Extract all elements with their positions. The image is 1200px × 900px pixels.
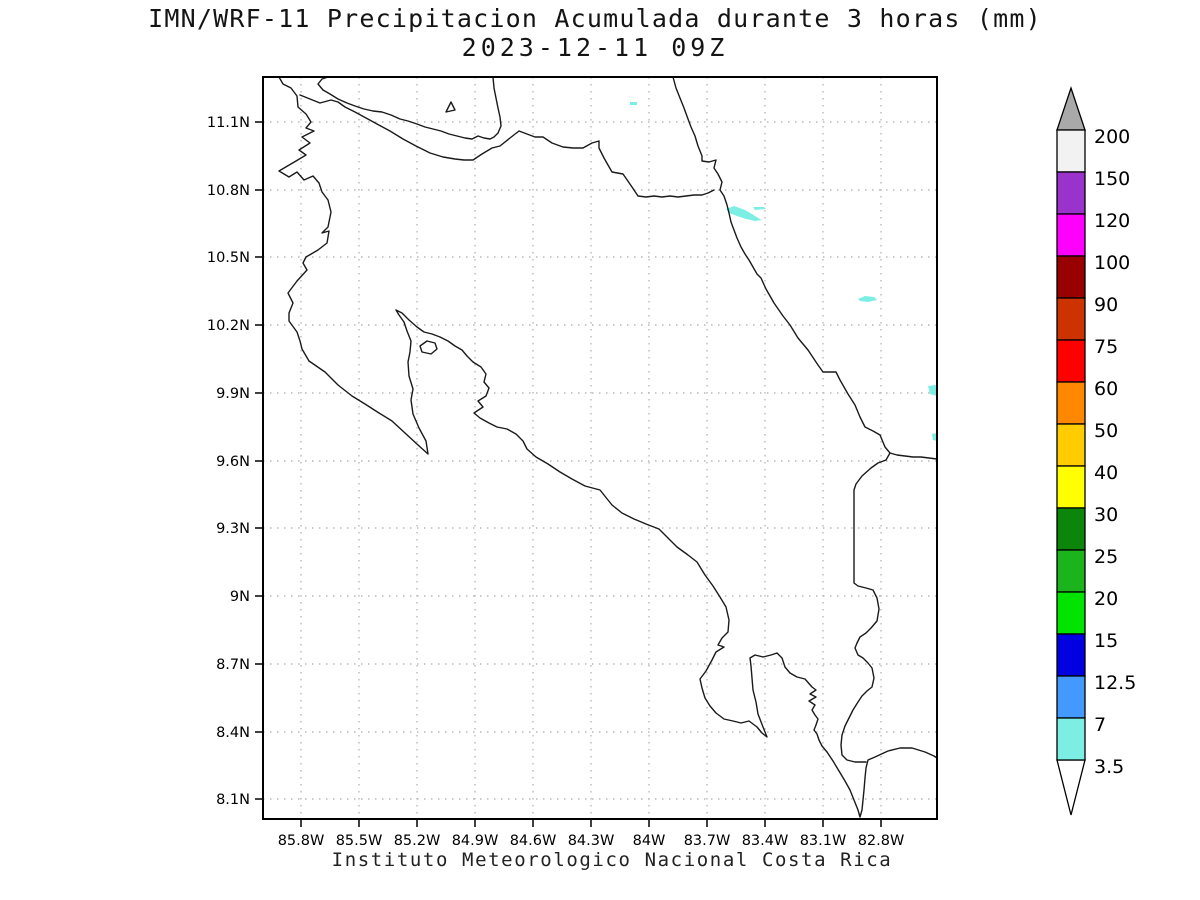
coastline-path [278, 76, 938, 818]
lat-tick-label: 9N [230, 589, 250, 605]
colorbar-label: 7 [1094, 714, 1106, 736]
lat-tick-label: 9.3N [216, 521, 250, 537]
lon-tick-label: 84.3W [568, 833, 615, 849]
coastlines-borders [278, 76, 938, 818]
colorbar-segment [1056, 171, 1086, 215]
coastline-path [299, 94, 715, 198]
coastline-path [317, 76, 502, 140]
graticule [263, 77, 937, 819]
lon-tick-label: 82.8W [858, 833, 905, 849]
colorbar-label: 100 [1094, 252, 1130, 274]
colorbar-segment [1056, 717, 1086, 761]
precip-patch [932, 433, 937, 441]
lon-tick-label: 83.1W [800, 833, 847, 849]
precip-patch [753, 207, 766, 210]
map-frame [262, 76, 938, 820]
coastline-path [672, 76, 938, 460]
colorbar-segment [1056, 129, 1086, 173]
colorbar [1056, 85, 1086, 816]
coastline-path [445, 101, 456, 113]
precip-patch [630, 102, 637, 105]
lon-tick-label: 84.6W [510, 833, 557, 849]
colorbar-label: 40 [1094, 462, 1118, 484]
colorbar-label: 200 [1094, 126, 1130, 148]
colorbar-label: 20 [1094, 588, 1118, 610]
lon-tick-label: 83.7W [684, 833, 731, 849]
precip-patches [630, 102, 937, 441]
colorbar-label: 3.5 [1094, 756, 1124, 778]
colorbar-segment [1056, 297, 1086, 341]
precip-patch [928, 385, 937, 396]
coastline-path [840, 452, 891, 763]
colorbar-segment [1056, 633, 1086, 677]
colorbar-labels: 200 150 120 100 90 75 60 50 40 30 25 20 15 12.5 7 3.5 [1094, 126, 1136, 778]
colorbar-segment [1056, 675, 1086, 719]
colorbar-label: 30 [1094, 504, 1118, 526]
colorbar-segment [1056, 465, 1086, 509]
colorbar-label: 150 [1094, 168, 1130, 190]
colorbar-arrow-bottom [1056, 759, 1086, 816]
colorbar-segment [1056, 339, 1086, 383]
lat-tick-label: 11.1N [207, 115, 250, 131]
lat-tick-label: 8.4N [216, 725, 250, 741]
lon-tick-label: 84W [633, 833, 666, 849]
colorbar-arrow-top [1056, 85, 1086, 131]
lat-tick-label: 9.9N [216, 386, 250, 402]
colorbar-label: 90 [1094, 294, 1118, 316]
axis-tick-labels: 11.1N 10.8N 10.5N 10.2N 9.9N 9.6N 9.3N 9N 8.7N 8.… [207, 115, 904, 849]
lon-tick-label: 83.4W [742, 833, 789, 849]
chart-title: IMN/WRF-11 Precipitacion Acumulada duran… [148, 4, 1042, 33]
lat-tick-label: 9.6N [216, 454, 250, 470]
colorbar-label: 120 [1094, 210, 1130, 232]
footer-credit: Instituto Meteorologico Nacional Costa R… [331, 849, 893, 871]
colorbar-label: 60 [1094, 378, 1118, 400]
lat-tick-label: 8.7N [216, 657, 250, 673]
lon-tick-label: 85.2W [394, 833, 441, 849]
axis-ticks [255, 121, 882, 827]
lat-tick-label: 8.1N [216, 792, 250, 808]
colorbar-segment [1056, 591, 1086, 635]
colorbar-segment [1056, 213, 1086, 257]
lat-tick-label: 10.8N [207, 183, 250, 199]
colorbar-label: 75 [1094, 336, 1118, 358]
coastline-path [419, 340, 438, 355]
lon-tick-label: 85.8W [278, 833, 325, 849]
colorbar-segment [1056, 255, 1086, 299]
lat-tick-label: 10.2N [207, 318, 250, 334]
colorbar-segment [1056, 549, 1086, 593]
chart-subtitle: 2023-12-11 09Z [461, 33, 729, 62]
colorbar-segment [1056, 507, 1086, 551]
colorbar-label: 50 [1094, 420, 1118, 442]
colorbar-label: 25 [1094, 546, 1118, 568]
lon-tick-label: 84.9W [452, 833, 499, 849]
lat-tick-label: 10.5N [207, 250, 250, 266]
colorbar-segment [1056, 423, 1086, 467]
colorbar-segment [1056, 381, 1086, 425]
colorbar-label: 12.5 [1094, 672, 1136, 694]
colorbar-label: 15 [1094, 630, 1118, 652]
precip-patch [726, 206, 762, 221]
lon-tick-label: 85.5W [336, 833, 383, 849]
precip-patch [858, 296, 877, 302]
